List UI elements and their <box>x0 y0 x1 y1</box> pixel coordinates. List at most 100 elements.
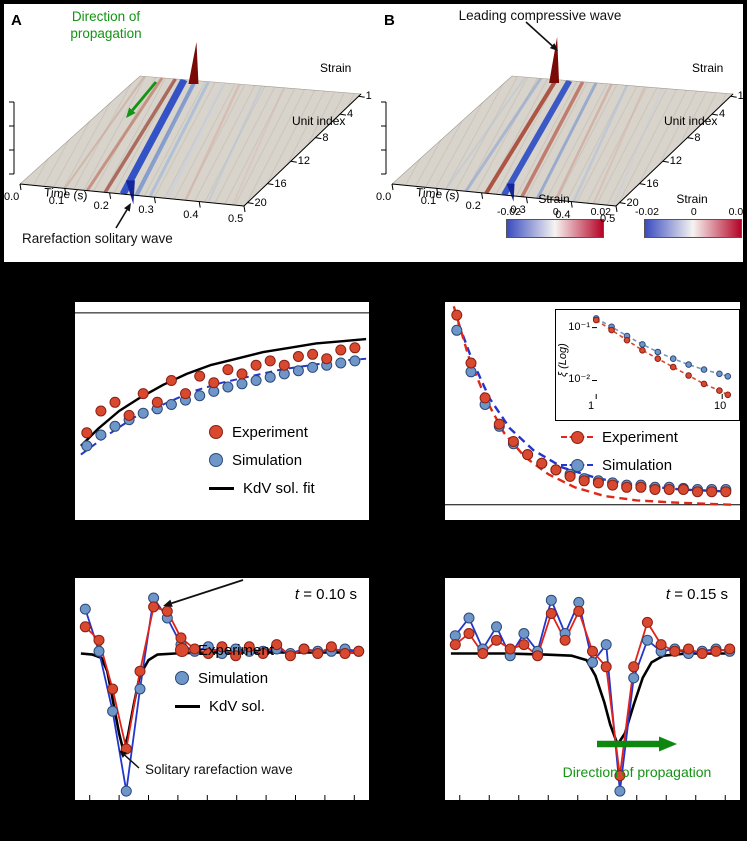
surface-plot-a <box>9 41 365 229</box>
legend-item-simulation: Simulation <box>209 446 315 474</box>
colorbar-tick: 0.02 <box>728 206 747 218</box>
unit-index-tick: 12 <box>669 155 683 168</box>
direction-line2: propagation <box>70 25 142 41</box>
colorbar-tick: -0.02 <box>635 206 659 218</box>
leading-wave-arrow-icon <box>525 21 558 51</box>
unit-index-tick: 20 <box>254 196 267 209</box>
simulation-dashdot-icon <box>561 458 593 472</box>
surface-plot-b <box>381 21 737 213</box>
colorbar-gradient-b <box>644 219 742 238</box>
waveform-plot-area-t010 <box>79 579 365 800</box>
unit-index-tick: 1 <box>365 90 372 103</box>
colorbar-gradient-a <box>506 219 604 238</box>
colorbar-title-b: Strain <box>676 192 708 206</box>
Simulation-line <box>595 317 729 378</box>
time-value: = 0.15 s <box>670 586 728 603</box>
time-tick: 0.4 <box>555 208 571 221</box>
experiment-dashdot-icon <box>561 430 593 444</box>
panel-a-label: A <box>11 12 22 29</box>
dip-pointer-arrow-icon <box>119 750 140 769</box>
simulation-marker-icon <box>209 453 223 467</box>
colorbar-ticks-b: -0.02 0 0.02 <box>635 206 747 218</box>
inset-x-tick: 10 <box>714 400 727 412</box>
unit-index-tick: 12 <box>297 155 311 168</box>
KdV sol. fit-line <box>80 337 367 447</box>
fit-line <box>452 306 732 506</box>
unit-index-tick: 16 <box>274 177 287 190</box>
direction-line1: Direction of <box>71 9 141 24</box>
wave-dip <box>125 180 135 205</box>
unit-index-tick: 8 <box>322 131 329 144</box>
wave-dip <box>506 183 515 202</box>
fit-line <box>80 357 367 456</box>
inset-plot-area <box>592 315 732 399</box>
time-value: = 0.10 s <box>299 586 357 603</box>
direction-arrow-icon <box>126 81 158 118</box>
Experiment-points <box>592 316 732 399</box>
legend-item-kdv: KdV sol. <box>175 692 274 720</box>
time-tick: 0.2 <box>465 199 481 212</box>
unit-index-tick: 8 <box>694 131 701 144</box>
legend-item-kdv-fit: KdV sol. fit <box>209 474 315 502</box>
kdv-line-icon <box>175 704 200 708</box>
simulation-marker-icon <box>175 671 189 685</box>
legend-label: KdV sol. <box>209 697 265 715</box>
decay-plot-area <box>445 306 740 506</box>
time-variable: t <box>665 586 671 603</box>
unit-index-tick: 1 <box>737 90 744 103</box>
wave-streaks <box>63 76 285 206</box>
unit-index-tick: 16 <box>646 177 659 190</box>
decay-chart: ξ (Log) 10⁻¹ 10⁻² 1 10 Experiment Simula… <box>445 302 740 520</box>
strain-axis-label-a: Strain <box>320 61 352 75</box>
waveform-chart-t015: t = 0.15 s Direction of propagation <box>445 578 740 800</box>
unit-index-axis-label-a: Unit index <box>292 114 346 128</box>
kdv-line-icon <box>209 486 234 490</box>
time-tick: 0.2 <box>93 199 109 212</box>
peak-pointer-arrow-icon <box>163 579 244 607</box>
time-tick: 0.0 <box>4 191 20 203</box>
legend-item-simulation: Simulation <box>561 451 678 479</box>
unit-index-tick: 4 <box>346 108 354 121</box>
time-variable: t <box>294 586 300 603</box>
time-tick: 0.5 <box>600 213 616 225</box>
legend-item-experiment: Experiment <box>209 418 315 446</box>
legend-item-experiment: Experiment <box>561 423 678 451</box>
colorbar-tick: -0.02 <box>497 206 521 218</box>
time-stamp-t015: t = 0.15 s <box>666 586 728 603</box>
legend-label: Simulation <box>602 456 673 474</box>
leading-annotation: Leading compressive wave <box>458 8 622 23</box>
legend-label: Experiment <box>232 423 308 441</box>
waveform-plot-area-t015 <box>449 594 736 800</box>
rarefaction-annotation: Rarefaction solitary wave <box>22 231 173 246</box>
wave-streaks <box>444 76 664 206</box>
unit-index-tick: 4 <box>718 108 726 121</box>
time-tick: 0.1 <box>48 195 65 208</box>
Experiment-points <box>451 309 732 498</box>
series-points <box>449 605 736 782</box>
colorbar-ticks-a: -0.02 0 0.02 <box>497 206 611 218</box>
unit-index-axis-label-b: Unit index <box>664 114 718 128</box>
colorbar-b: Strain -0.02 0 0.02 <box>635 192 747 238</box>
Experiment-points <box>79 601 365 755</box>
waveform-chart-t010: t = 0.10 s Experiment Simulation KdV sol… <box>75 578 369 800</box>
wave-peak <box>188 41 199 84</box>
colorbar-tick: 0 <box>690 206 697 218</box>
inset-x-tick: 1 <box>588 400 595 412</box>
panel-b-label: B <box>384 12 395 29</box>
legend-item-experiment: Experiment <box>175 636 274 664</box>
colorbar-title-a: Strain <box>538 192 570 206</box>
legend-item-simulation: Simulation <box>175 664 274 692</box>
legend-amplitude: Experiment Simulation KdV sol. fit <box>209 418 315 502</box>
amplitude-plot-area <box>75 312 369 456</box>
legend-label: Simulation <box>198 669 269 687</box>
legend-label: KdV sol. fit <box>243 479 315 497</box>
experiment-marker-icon <box>209 425 223 439</box>
unit-index-tick: 20 <box>626 196 639 209</box>
time-tick: 0.1 <box>420 195 437 208</box>
legend-decay: Experiment Simulation <box>561 423 678 479</box>
time-tick: 0.4 <box>183 208 199 221</box>
decay-inset: ξ (Log) 10⁻¹ 10⁻² 1 10 <box>555 309 740 421</box>
time-tick: 0.3 <box>510 204 526 217</box>
colorbar-tick: 0.02 <box>590 206 611 218</box>
